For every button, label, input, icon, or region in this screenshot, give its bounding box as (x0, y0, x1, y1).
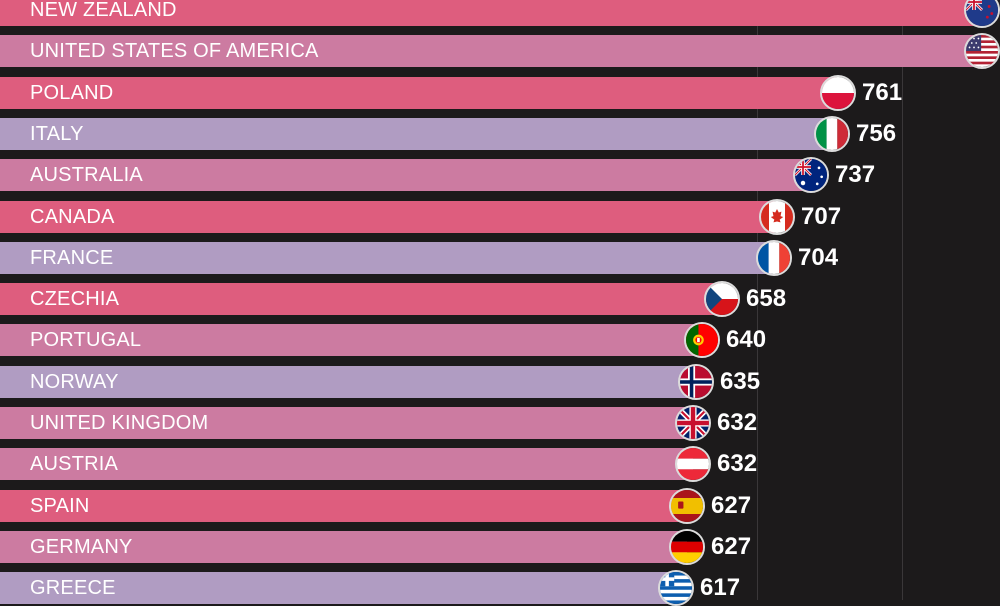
italy-flag-icon (814, 116, 850, 152)
category-label: CZECHIA (30, 288, 120, 310)
new-zealand-flag-icon (964, 0, 1000, 28)
category-label: GERMANY (30, 536, 133, 558)
gridline (902, 0, 903, 600)
category-label: FRANCE (30, 247, 114, 269)
value-label: 635 (720, 368, 761, 395)
france-flag-icon (756, 240, 792, 276)
category-label: NORWAY (30, 371, 119, 393)
value-label: 617 (700, 574, 741, 601)
bar-norway (0, 366, 696, 398)
bar-poland (0, 77, 838, 109)
category-label: NEW ZEALAND (30, 0, 177, 21)
category-label: CANADA (30, 206, 115, 228)
bar-czechia (0, 283, 722, 315)
category-label: UNITED STATES OF AMERICA (30, 40, 319, 62)
bar-germany (0, 531, 687, 563)
usa-flag-icon (964, 33, 1000, 69)
bar-new-zealand (0, 0, 982, 26)
greece-flag-icon (658, 570, 694, 606)
category-label: ITALY (30, 123, 84, 145)
value-label: 627 (711, 492, 752, 519)
bar-italy (0, 118, 832, 150)
austria-flag-icon (675, 446, 711, 482)
value-label: 707 (801, 203, 842, 230)
category-label: AUSTRALIA (30, 164, 143, 186)
australia-flag-icon (793, 157, 829, 193)
value-label: 640 (726, 326, 767, 353)
value-label: 761 (862, 79, 903, 106)
value-label: 658 (746, 285, 787, 312)
canada-flag-icon (759, 199, 795, 235)
bar-france (0, 242, 774, 274)
spain-flag-icon (669, 488, 705, 524)
category-label: PORTUGAL (30, 329, 142, 351)
category-label: UNITED KINGDOM (30, 412, 209, 434)
category-label: SPAIN (30, 495, 90, 517)
czechia-flag-icon (704, 281, 740, 317)
bar-united-kingdom (0, 407, 693, 439)
category-label: AUSTRIA (30, 453, 119, 475)
germany-flag-icon (669, 529, 705, 565)
value-label: 737 (835, 161, 876, 188)
category-label: GREECE (30, 577, 116, 599)
bar-portugal (0, 324, 702, 356)
category-label: POLAND (30, 82, 114, 104)
value-label: 704 (798, 244, 839, 271)
bar-canada (0, 201, 777, 233)
portugal-flag-icon (684, 322, 720, 358)
value-label: 627 (711, 533, 752, 560)
norway-flag-icon (678, 364, 714, 400)
value-label: 632 (717, 409, 758, 436)
poland-flag-icon (820, 75, 856, 111)
gridline (757, 0, 758, 600)
bar-austria (0, 448, 693, 480)
value-label: 632 (717, 450, 758, 477)
uk-flag-icon (675, 405, 711, 441)
value-label: 756 (856, 120, 897, 147)
bar-australia (0, 159, 811, 191)
bar-spain (0, 490, 687, 522)
bar-united-states-of-america (0, 35, 982, 67)
bar-greece (0, 572, 676, 604)
